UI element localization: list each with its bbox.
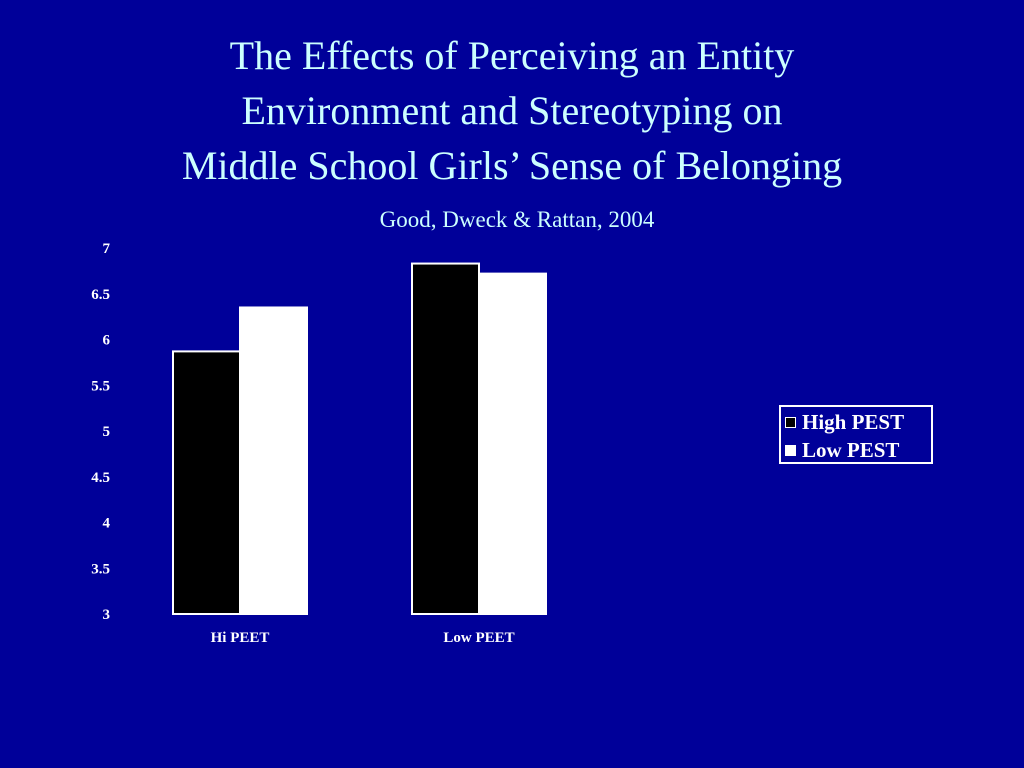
y-axis: 7 6.5 6 5.5 5 4.5 4 3.5 3 bbox=[91, 241, 110, 623]
legend-label-high-pest: High PEST bbox=[802, 409, 905, 434]
y-tick-label: 6.5 bbox=[91, 287, 110, 303]
legend-swatch-low-pest bbox=[785, 444, 796, 456]
y-tick-label: 4.5 bbox=[91, 470, 110, 486]
y-tick-label: 5 bbox=[103, 424, 111, 440]
bars bbox=[172, 262, 547, 615]
x-tick-label: Low PEET bbox=[443, 630, 514, 646]
title-line-3: Middle School Girls’ Sense of Belonging bbox=[181, 143, 843, 188]
bar-high-pest-hi-peet bbox=[172, 350, 241, 615]
title-line-1: The Effects of Perceiving an Entity bbox=[229, 33, 795, 78]
y-tick-label: 3.5 bbox=[91, 561, 110, 577]
x-tick-label: Hi PEET bbox=[211, 630, 270, 646]
bar-low-pest-hi-peet bbox=[239, 306, 308, 615]
bar-high-pest-low-peet bbox=[411, 262, 480, 615]
y-tick-label: 4 bbox=[103, 516, 111, 532]
y-tick-label: 3 bbox=[103, 607, 111, 623]
legend-item-high-pest: High PEST bbox=[785, 408, 931, 436]
title-line-2: Environment and Stereotyping on bbox=[241, 88, 783, 133]
y-tick-label: 5.5 bbox=[91, 378, 110, 394]
legend: High PEST Low PEST bbox=[779, 405, 933, 464]
legend-item-low-pest: Low PEST bbox=[785, 436, 931, 464]
slide-subtitle: Good, Dweck & Rattan, 2004 bbox=[379, 207, 655, 232]
y-tick-label: 7 bbox=[103, 241, 111, 257]
slide-title: The Effects of Perceiving an Entity Envi… bbox=[0, 28, 1024, 193]
x-axis: Hi PEET Low PEET bbox=[211, 630, 515, 646]
legend-swatch-high-pest bbox=[785, 416, 796, 428]
legend-label-low-pest: Low PEST bbox=[802, 437, 900, 462]
y-tick-label: 6 bbox=[103, 333, 111, 349]
bar-low-pest-low-peet bbox=[478, 272, 547, 615]
